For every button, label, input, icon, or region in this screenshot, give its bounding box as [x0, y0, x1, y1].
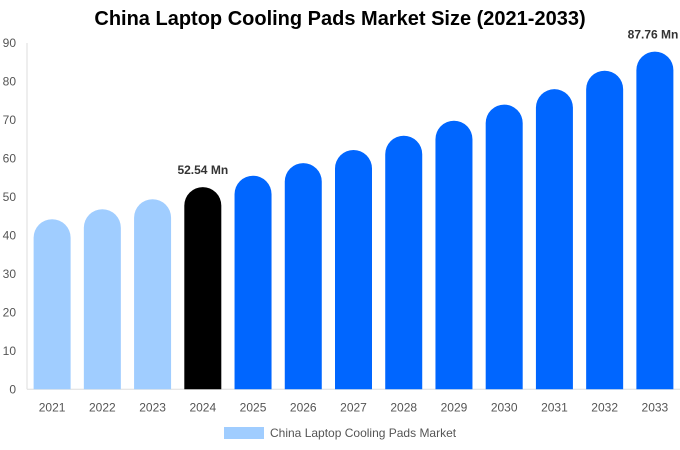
x-tick-label: 2031	[541, 400, 568, 414]
bar-2033	[636, 51, 674, 390]
x-tick-label: 2021	[39, 400, 66, 414]
y-tick-label: 90	[3, 36, 17, 50]
bar-2030	[485, 104, 523, 390]
x-tick-label: 2022	[89, 400, 116, 414]
bar-2027	[335, 149, 372, 390]
bar-2021	[33, 219, 71, 390]
x-tick-label: 2028	[390, 400, 417, 414]
legend-label: China Laptop Cooling Pads Market	[270, 426, 457, 440]
x-tick-label: 2033	[642, 400, 669, 414]
y-tick-label: 30	[3, 267, 17, 281]
bar-2029	[435, 120, 473, 390]
x-tick-label: 2032	[591, 400, 618, 414]
bar-2025	[234, 175, 272, 390]
y-tick-label: 0	[9, 382, 16, 396]
y-tick-label: 40	[3, 228, 17, 242]
bar-2032	[586, 70, 624, 390]
legend-swatch	[224, 427, 264, 439]
x-tick-label: 2023	[139, 400, 166, 414]
bar-2031	[535, 89, 573, 390]
x-tick-label: 2026	[290, 400, 317, 414]
y-tick-label: 70	[3, 113, 17, 127]
y-tick-label: 80	[3, 74, 17, 88]
data-label: 52.54 Mn	[177, 163, 228, 177]
y-tick-label: 60	[3, 151, 17, 165]
y-tick-label: 20	[3, 305, 17, 319]
legend: China Laptop Cooling Pads Market	[224, 426, 456, 440]
bar-2022	[83, 209, 121, 390]
bar-2024	[184, 187, 222, 390]
x-tick-label: 2024	[189, 400, 216, 414]
bar-2023	[134, 199, 172, 390]
chart-title: China Laptop Cooling Pads Market Size (2…	[94, 8, 586, 30]
data-label: 87.76 Mn	[628, 28, 679, 42]
bar-2028	[385, 135, 423, 390]
y-tick-label: 50	[3, 190, 17, 204]
y-tick-label: 10	[3, 344, 17, 358]
bar-2026	[284, 163, 322, 390]
x-tick-label: 2025	[240, 400, 267, 414]
x-tick-label: 2027	[340, 400, 367, 414]
x-tick-label: 2029	[441, 400, 468, 414]
x-tick-label: 2030	[491, 400, 518, 414]
